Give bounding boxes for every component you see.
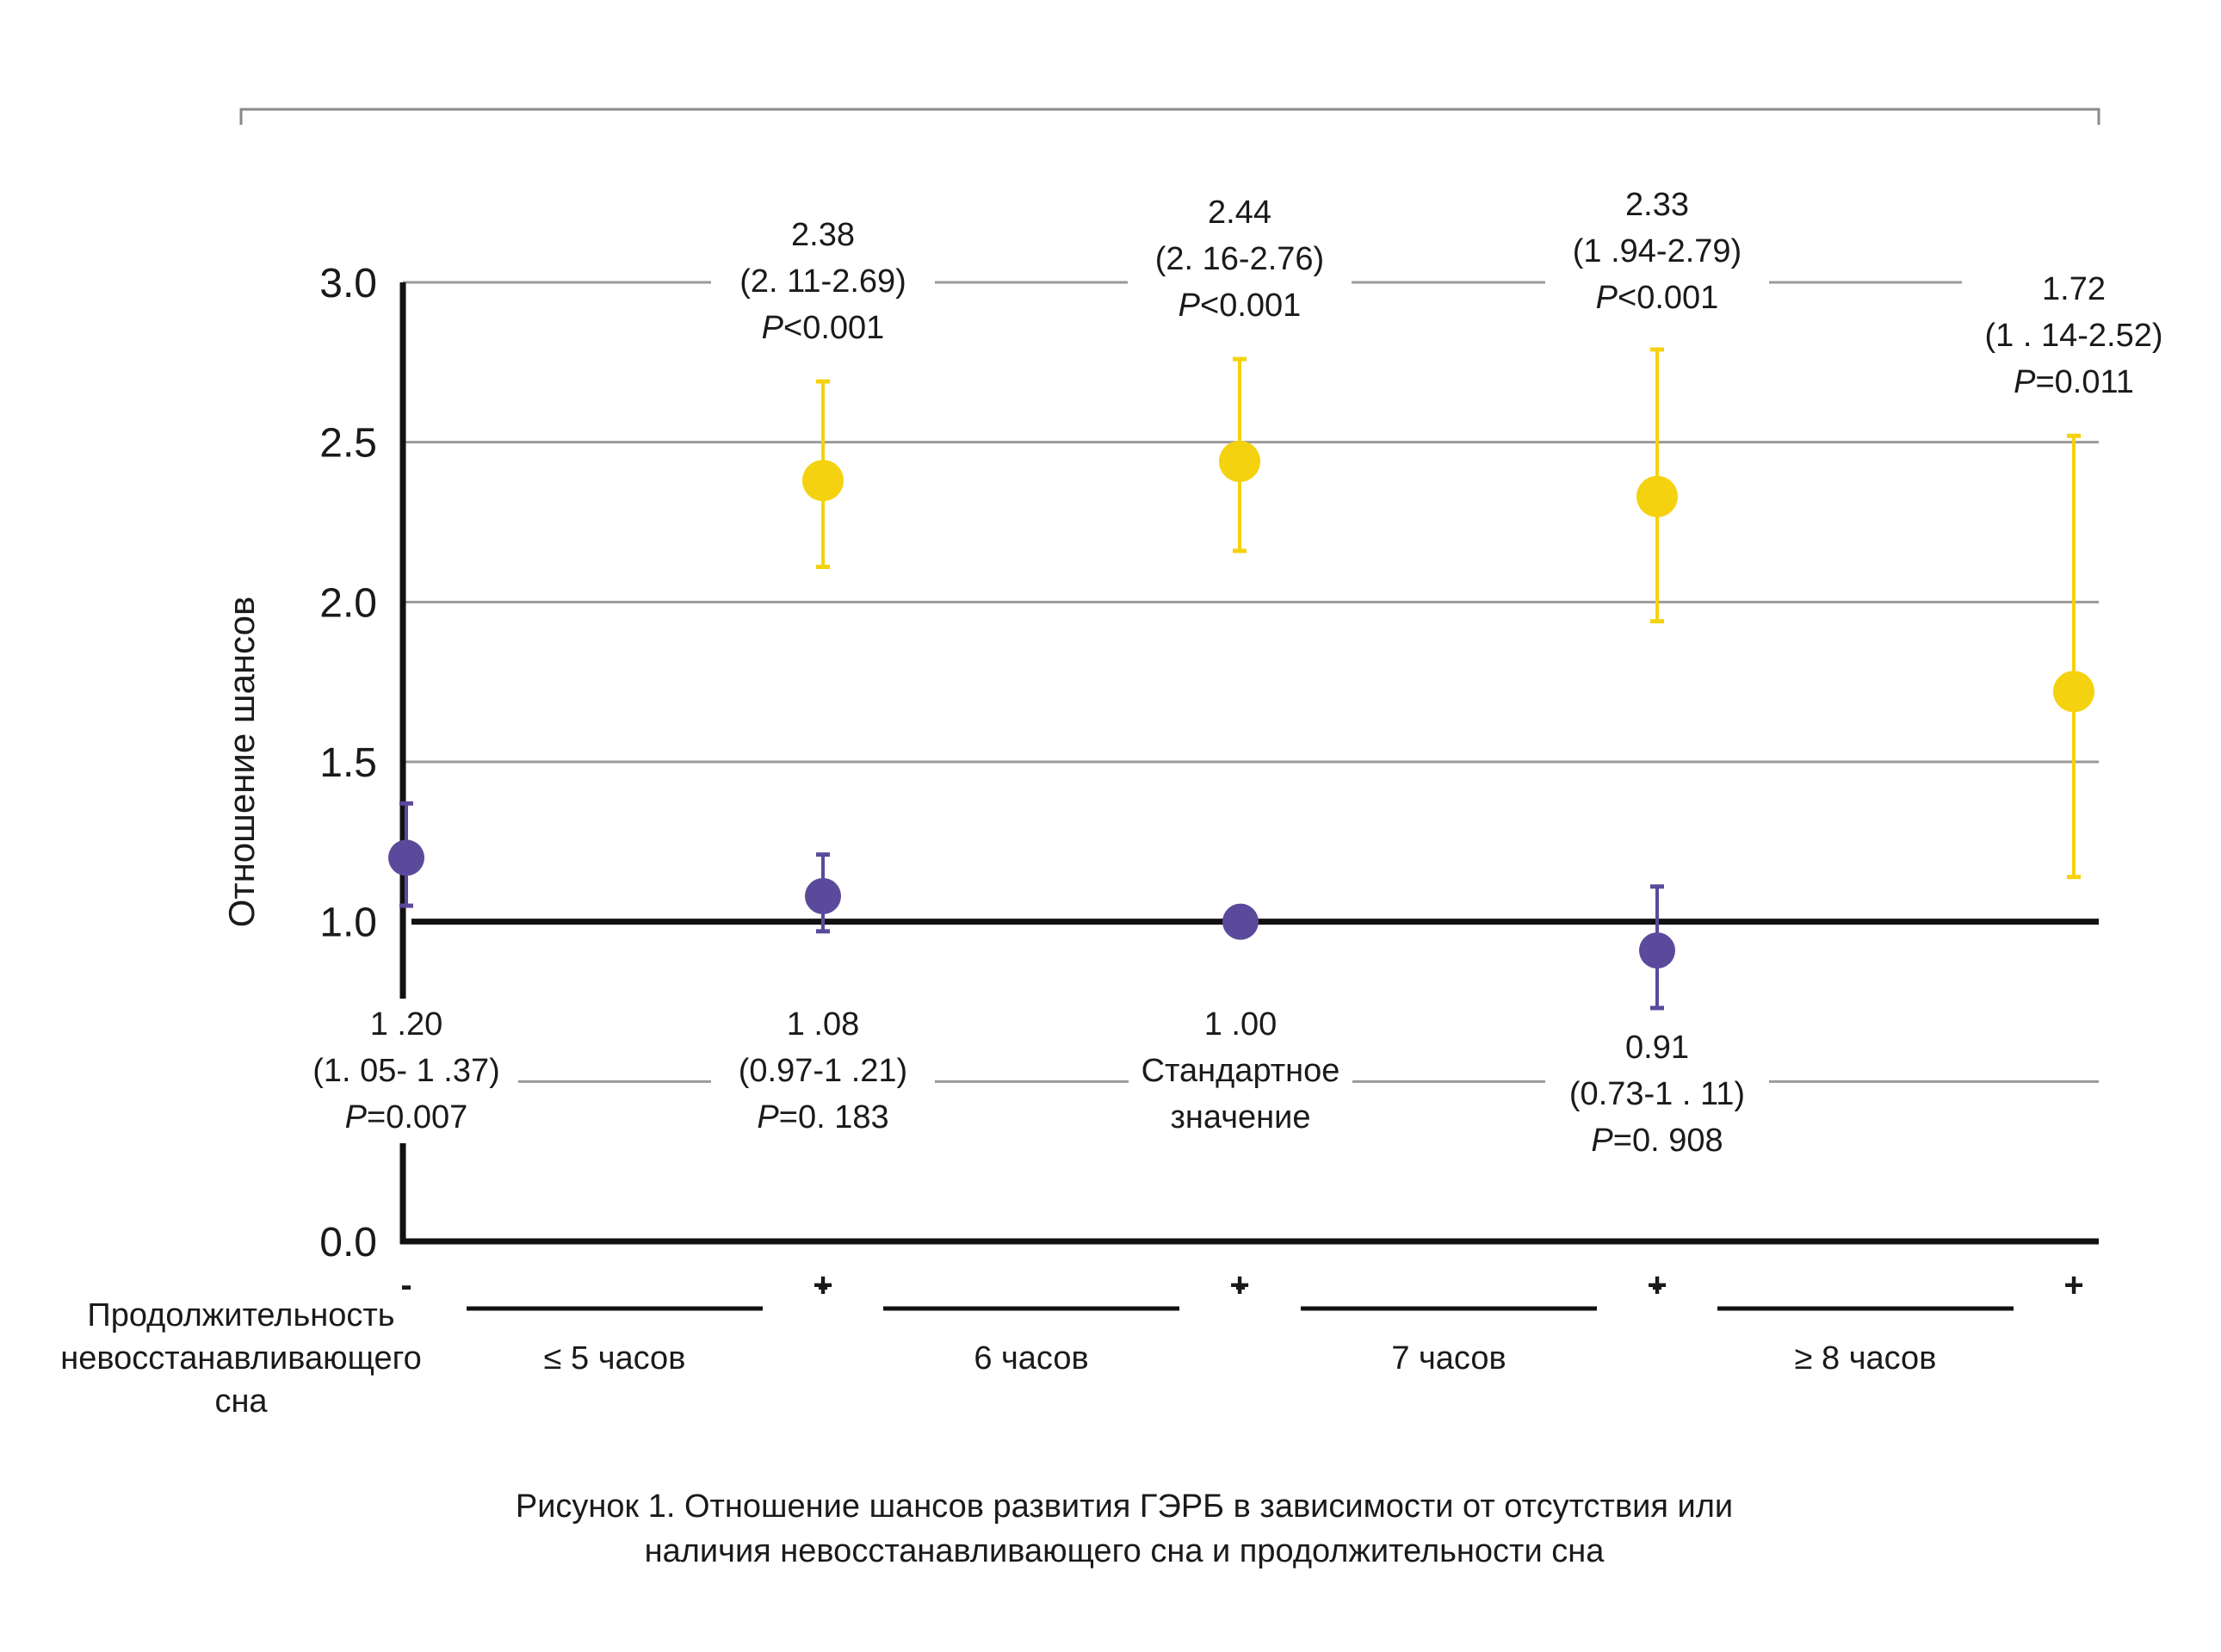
y-tick-label: 1.0 [319, 900, 377, 946]
group-label: ≤ 5 часов [544, 1340, 686, 1377]
point-label: значение [1171, 1099, 1311, 1135]
plus-label: + [1647, 1266, 1667, 1304]
p-value-label: P<0.001 [1179, 288, 1302, 324]
point-label: (0.73-1 . 11) [1569, 1076, 1745, 1112]
p-value-label: P=0.011 [2014, 364, 2134, 400]
point-label: (1 . 14-2.52) [1985, 318, 2163, 354]
point-label: 1 .00 [1204, 1006, 1278, 1043]
label-background [294, 999, 518, 1143]
grid-layer [403, 281, 2099, 1083]
y-tick-label: 2.0 [319, 580, 377, 626]
point-label: 2.38 [791, 217, 855, 253]
data-marks [388, 347, 2094, 1011]
top-bracket [239, 108, 2100, 125]
point-marker [2053, 671, 2094, 713]
p-value-label: P=0. 183 [757, 1099, 888, 1135]
label-background [1128, 187, 1352, 332]
y-tick-label: 1.5 [319, 740, 377, 786]
plus-label: + [2063, 1266, 2083, 1304]
point-label: (1 .94-2.79) [1573, 233, 1742, 269]
point-label: (2. 16-2.76) [1155, 241, 1324, 277]
label-background [1545, 179, 1769, 324]
point-label: (1. 05- 1 .37) [312, 1053, 500, 1089]
minus-label: - [817, 1266, 828, 1304]
figure-caption-line2: наличия невосстанавливающего сна и продо… [645, 1533, 1605, 1569]
point-label: 2.33 [1625, 187, 1689, 223]
point-marker [388, 839, 424, 876]
plus-label: + [1229, 1266, 1249, 1304]
point-label: 1 .08 [787, 1006, 860, 1043]
figure-caption-line1: Рисунок 1. Отношение шансов развития ГЭР… [516, 1488, 1733, 1525]
label-background [1129, 999, 1352, 1143]
point-marker [1639, 932, 1675, 969]
point-marker [805, 877, 841, 914]
group-axis-title: невосстанавливающего [60, 1340, 421, 1377]
point-marker [1636, 475, 1678, 517]
group-label: 7 часов [1391, 1340, 1506, 1377]
label-background [1962, 263, 2186, 409]
point-label: (0.97-1 .21) [739, 1053, 907, 1089]
group-label: ≥ 8 часов [1795, 1340, 1937, 1377]
point-label: 2.44 [1208, 195, 1271, 231]
data-labels: 1 .20 (1. 05- 1 .37) P=0.007 1 .08 (0.97-1 .… [294, 179, 2186, 1166]
y-tick-label: 0.0 [319, 1220, 377, 1265]
label-background [711, 209, 935, 355]
group-axis-title: Продолжительность [87, 1297, 394, 1333]
minus-label: - [1651, 1266, 1662, 1304]
point-marker [802, 460, 844, 502]
p-value-label: P=0.007 [345, 1099, 468, 1135]
point-label: 1 .20 [370, 1006, 443, 1043]
plus-label: + [813, 1266, 832, 1304]
label-background [1545, 1021, 1769, 1166]
p-value-label: P<0.001 [762, 310, 885, 346]
y-tick-label: 2.5 [319, 421, 377, 467]
point-label: 0.91 [1625, 1030, 1689, 1066]
group-axis: - +≤ 5 часов- +6 часов- +7 часов- +≥ 8 часов… [60, 1266, 2083, 1420]
label-background [711, 999, 935, 1143]
y-axis-title: Отношение шансов [221, 597, 262, 928]
p-value-label: P=0. 908 [1591, 1123, 1723, 1159]
point-marker [1219, 440, 1260, 482]
point-label: 1.72 [2042, 271, 2106, 307]
y-tick-label: 3.0 [319, 261, 377, 306]
point-marker [1222, 903, 1259, 940]
point-label: (2. 11-2.69) [739, 263, 906, 300]
minus-label: - [400, 1266, 411, 1304]
point-label: Стандартное [1141, 1053, 1340, 1089]
group-axis-title: сна [214, 1383, 268, 1420]
group-label: 6 часов [974, 1340, 1088, 1377]
p-value-label: P<0.001 [1596, 280, 1719, 316]
minus-label: - [1234, 1266, 1246, 1304]
